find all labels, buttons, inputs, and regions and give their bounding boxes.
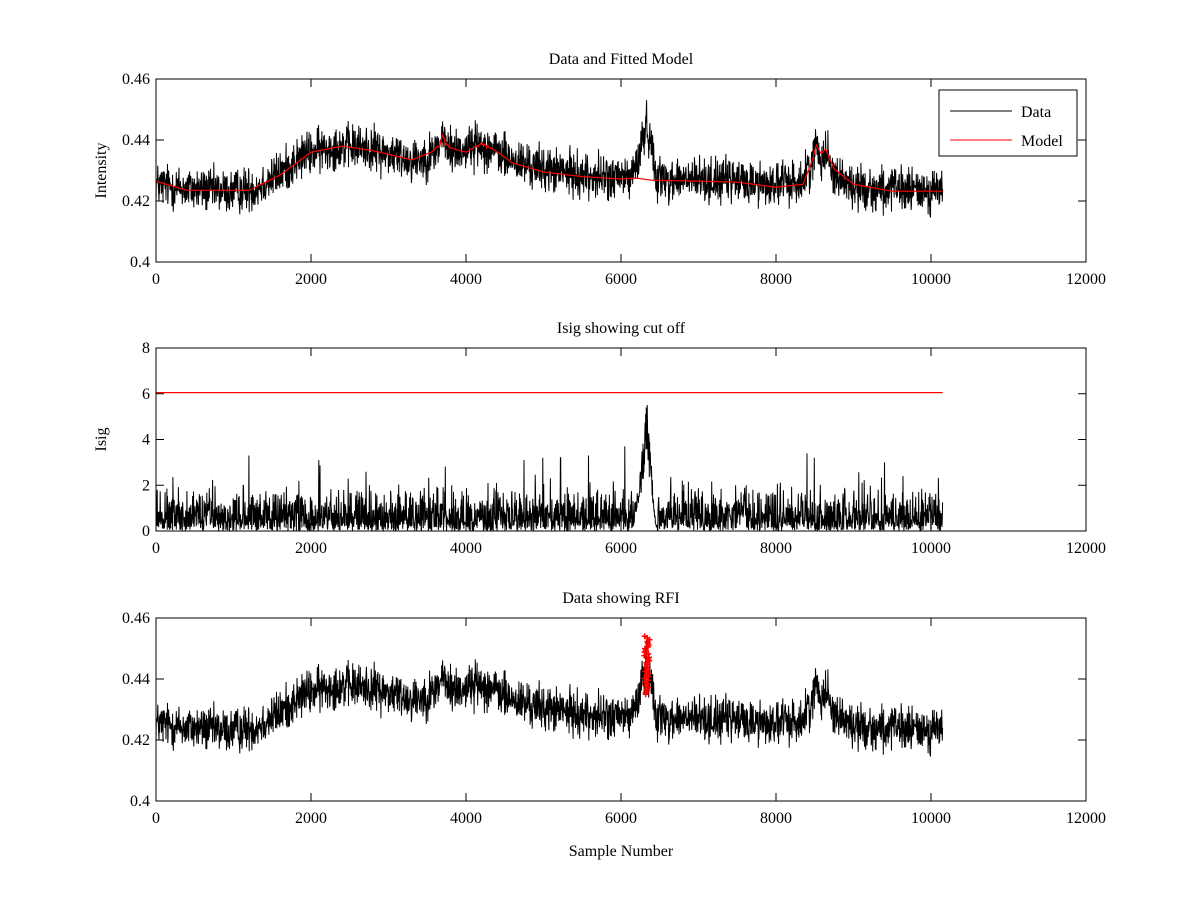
x-tick-label: 0 [152, 271, 160, 288]
x-tick-label: 6000 [605, 271, 637, 288]
y-axis-label: Intensity [93, 143, 110, 199]
rfi-marker [645, 670, 652, 677]
y-tick-label: 0.42 [122, 732, 150, 749]
y-tick-label: 0.4 [130, 254, 150, 271]
x-tick-label: 8000 [760, 540, 792, 557]
x-tick-label: 6000 [605, 810, 637, 827]
x-tick-label: 12000 [1066, 271, 1106, 288]
x-tick-label: 0 [152, 540, 160, 557]
x-axis-label: Sample Number [569, 843, 674, 860]
rfi-marker [641, 675, 648, 682]
data-line [156, 639, 944, 757]
chart-title: Data and Fitted Model [549, 51, 694, 68]
chart-title: Data showing RFI [562, 590, 679, 607]
isig-line [156, 404, 944, 531]
x-tick-label: 12000 [1066, 540, 1106, 557]
x-tick-label: 10000 [911, 540, 951, 557]
y-tick-label: 0.4 [130, 793, 150, 810]
x-tick-label: 8000 [760, 810, 792, 827]
y-tick-label: 0.46 [122, 610, 150, 627]
axes-frame [155, 617, 1087, 802]
x-tick-label: 12000 [1066, 810, 1106, 827]
y-axis-label: Isig [93, 428, 110, 452]
plot-area [156, 392, 944, 531]
data-line [156, 100, 944, 218]
plot-area [156, 100, 944, 218]
legend-box [938, 89, 1078, 157]
y-tick-label: 0 [142, 523, 150, 540]
legend-label-model: Model [1021, 133, 1063, 150]
y-tick-label: 0.44 [122, 671, 150, 688]
legend: Data Model [938, 89, 1078, 157]
chart-title: Isig showing cut off [557, 320, 686, 337]
y-tick-label: 8 [142, 340, 150, 357]
axes-frame [155, 347, 1087, 532]
y-tick-label: 4 [142, 432, 150, 449]
x-tick-label: 2000 [295, 810, 327, 827]
plot-area [156, 633, 944, 757]
panel-3: Data showing RFI 0 2000 4000 6000 8000 10000 12… [122, 590, 1106, 860]
legend-label-data: Data [1021, 104, 1051, 121]
x-tick-label: 4000 [450, 271, 482, 288]
y-tick-label: 0.46 [122, 71, 150, 88]
x-tick-label: 2000 [295, 540, 327, 557]
y-tick-label: 0.42 [122, 193, 150, 210]
rfi-marker [641, 633, 648, 640]
rfi-marker [645, 650, 652, 657]
panel-2: Isig showing cut off 0 2000 4000 6000 8000 100… [93, 320, 1106, 557]
y-tick-label: 6 [142, 386, 150, 403]
x-tick-label: 0 [152, 810, 160, 827]
y-tick-label: 2 [142, 477, 150, 494]
x-tick-label: 10000 [911, 810, 951, 827]
model-line [156, 133, 943, 192]
x-tick-label: 2000 [295, 271, 327, 288]
x-tick-label: 10000 [911, 271, 951, 288]
x-tick-label: 4000 [450, 810, 482, 827]
x-tick-label: 6000 [605, 540, 637, 557]
x-tick-label: 8000 [760, 271, 792, 288]
x-tick-label: 4000 [450, 540, 482, 557]
panel-1: Data and Fitted Model 0 2000 4000 6000 8000 10… [93, 51, 1106, 288]
axes-frame [155, 78, 1087, 263]
y-tick-label: 0.44 [122, 132, 150, 149]
